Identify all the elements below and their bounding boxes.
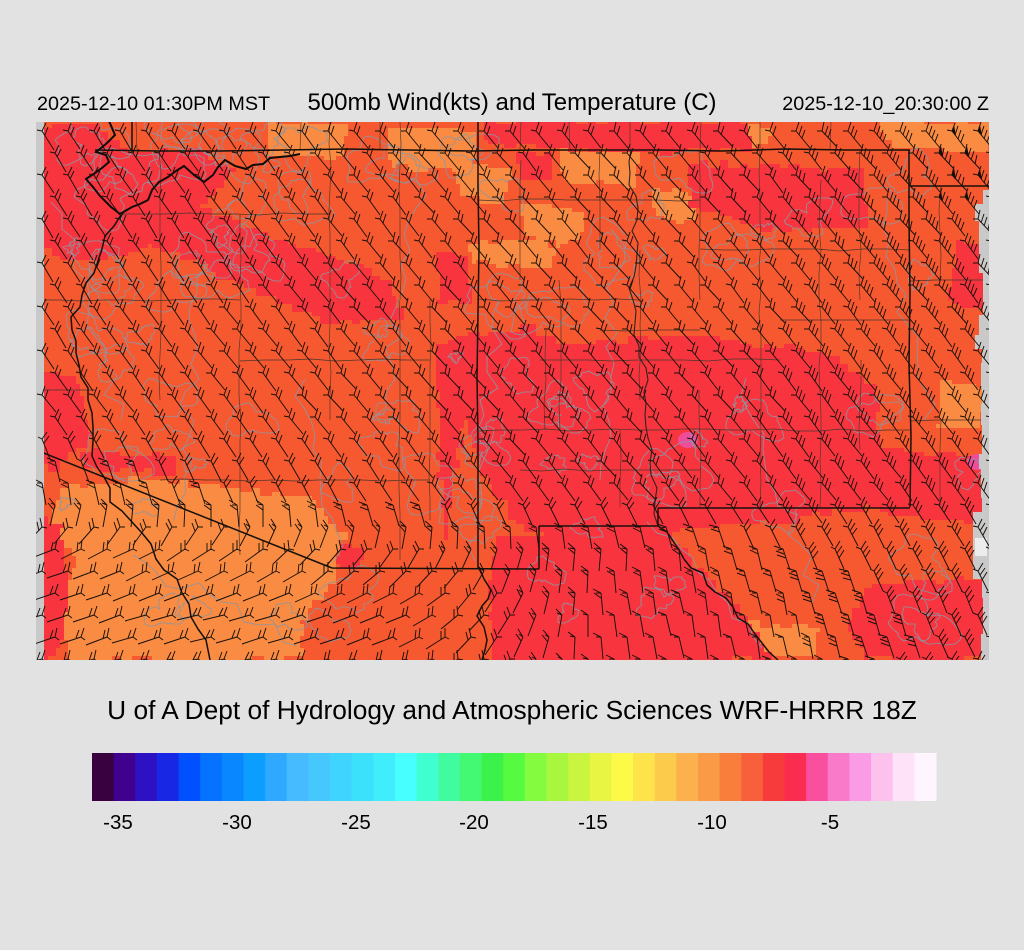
svg-text:-35: -35 <box>103 811 133 834</box>
svg-text:-15: -15 <box>578 811 608 834</box>
svg-text:-20: -20 <box>459 811 489 834</box>
svg-text:2025-12-10_20:30:00 Z: 2025-12-10_20:30:00 Z <box>782 93 989 115</box>
svg-text:-25: -25 <box>341 811 371 834</box>
svg-text:2025-12-10 01:30PM MST: 2025-12-10 01:30PM MST <box>37 93 270 115</box>
svg-text:500mb Wind(kts) and Temperatur: 500mb Wind(kts) and Temperature (C) <box>307 89 716 116</box>
svg-text:-5: -5 <box>821 811 839 834</box>
svg-text:-10: -10 <box>697 811 727 834</box>
svg-text:-30: -30 <box>222 811 252 834</box>
svg-text:U of A Dept of Hydrology and A: U of A Dept of Hydrology and Atmospheric… <box>107 695 917 725</box>
